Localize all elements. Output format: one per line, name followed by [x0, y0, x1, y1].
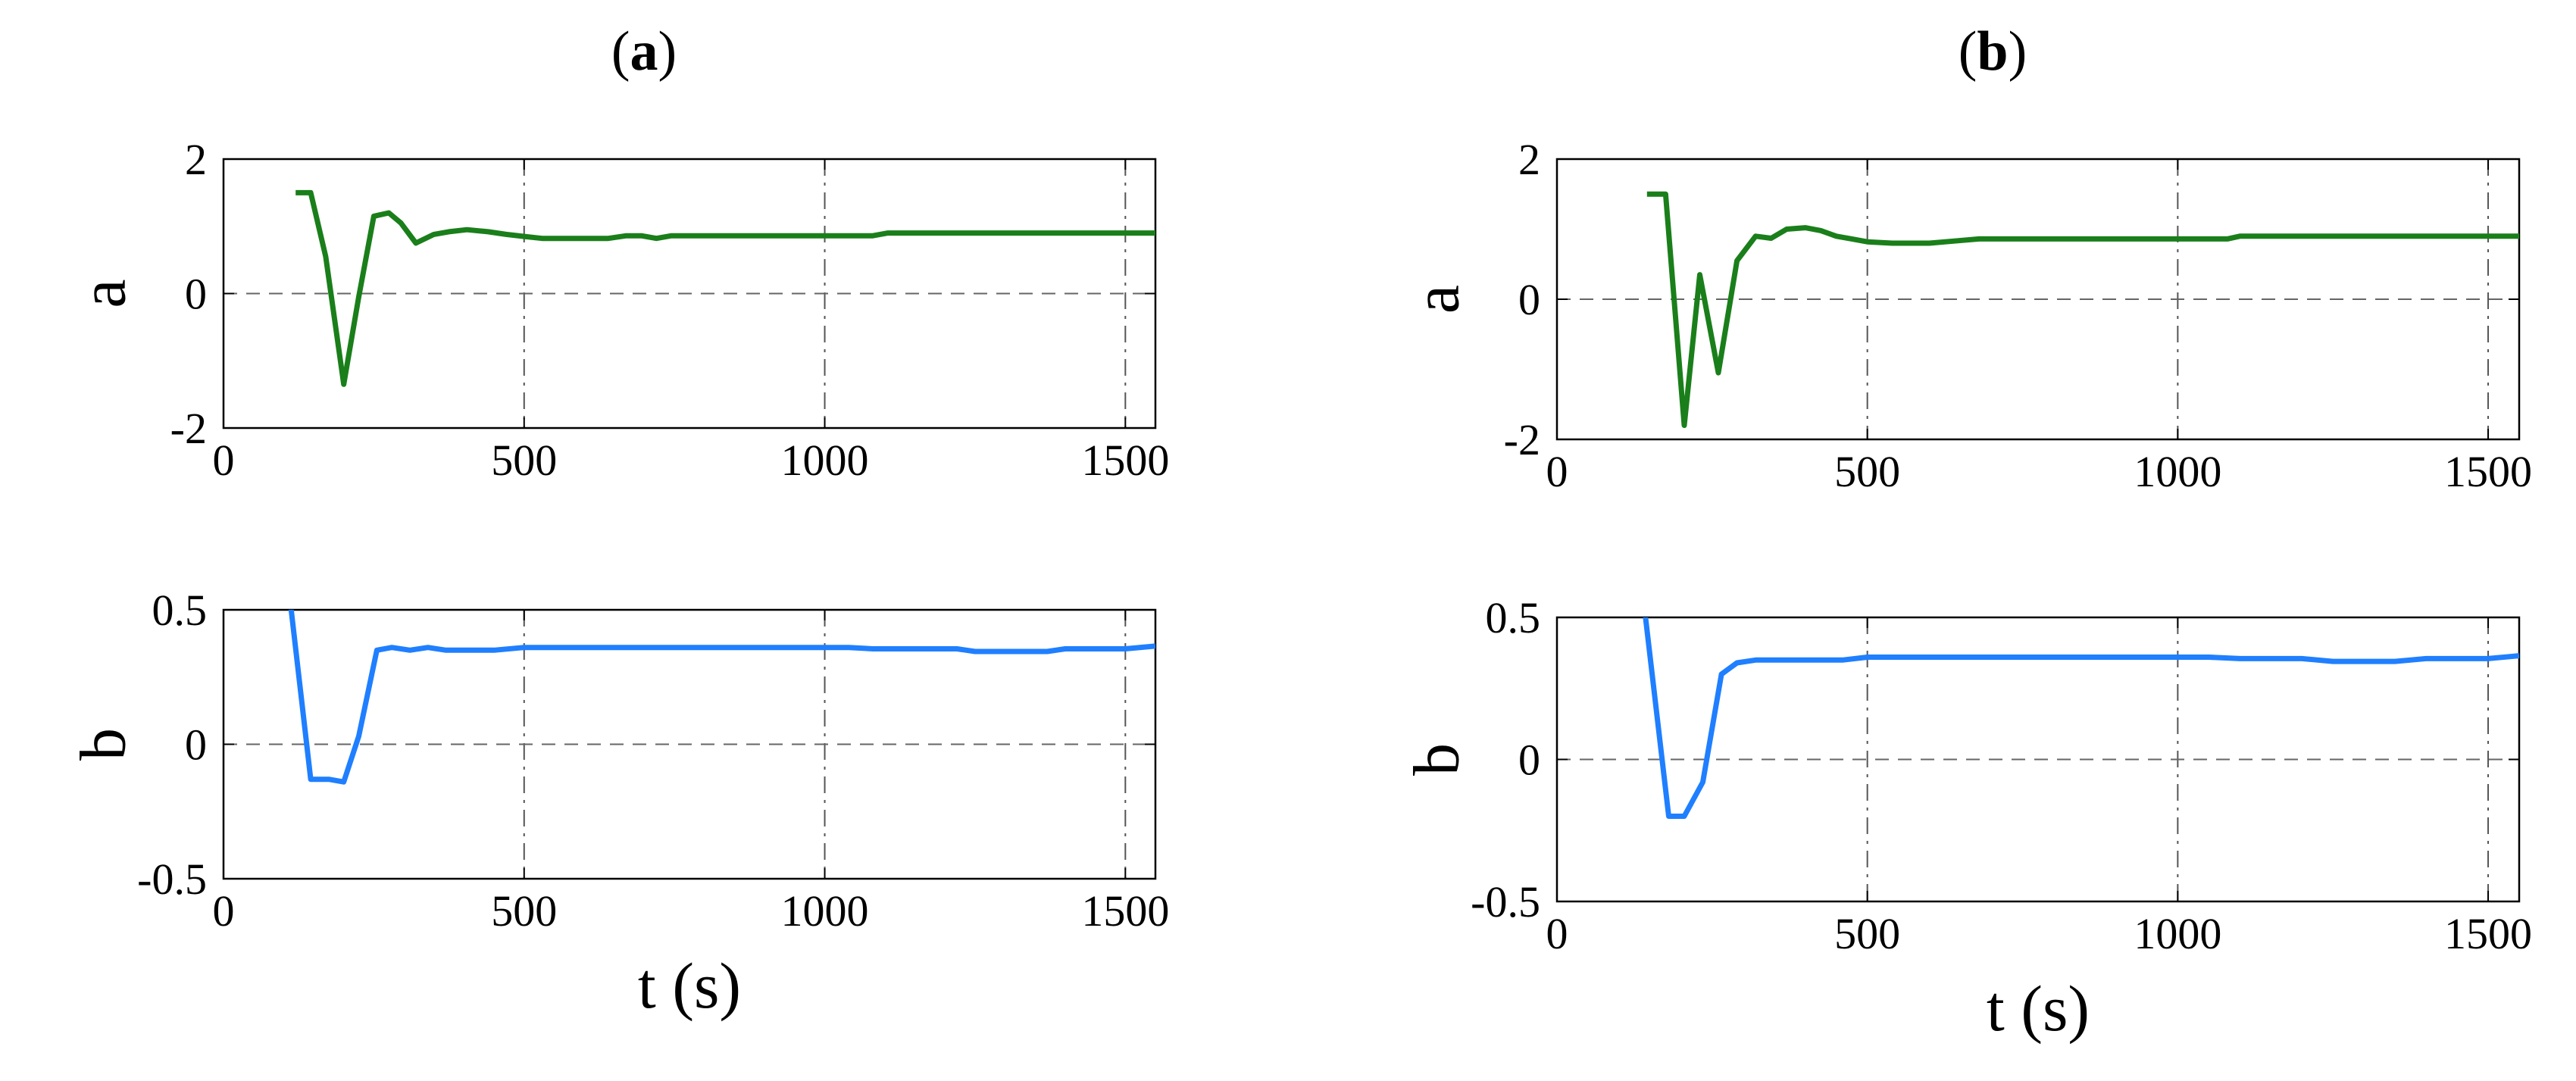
y-tick-label: 0.5: [152, 586, 208, 635]
x-tick-label: 0: [213, 886, 235, 936]
x-tick-label: 1500: [1081, 886, 1169, 936]
x-tick-label: 0: [1546, 447, 1568, 496]
x-tick-label: 1000: [781, 886, 869, 936]
y-tick-label: -2: [1504, 415, 1540, 464]
x-tick-label: 0: [1546, 909, 1568, 958]
y-axis-label: b: [67, 728, 139, 761]
panel-title: (b): [1959, 20, 2027, 83]
y-tick-label: 0: [185, 720, 207, 770]
y-tick-label: 2: [1518, 135, 1540, 184]
y-tick-label: 0: [1518, 736, 1540, 785]
x-tick-label: 1000: [2134, 447, 2221, 496]
x-tick-label: 500: [491, 886, 557, 936]
x-tick-label: 1000: [781, 436, 869, 485]
x-tick-label: 1500: [1081, 436, 1169, 485]
y-tick-label: -0.5: [1471, 877, 1540, 926]
series-line-b: [1643, 617, 2519, 819]
y-axis-label: b: [1400, 743, 1473, 776]
y-tick-label: 2: [185, 135, 207, 184]
x-tick-label: 500: [491, 436, 557, 485]
y-axis-label: a: [1400, 285, 1473, 314]
y-tick-label: 0.5: [1486, 593, 1541, 642]
x-tick-label: 1000: [2134, 909, 2221, 958]
x-tick-label: 0: [213, 436, 235, 485]
series-line-a: [295, 189, 1155, 387]
x-tick-label: 500: [1834, 909, 1900, 958]
y-axis-label: a: [67, 279, 139, 308]
series-line-a: [1646, 191, 2519, 428]
y-tick-label: 0: [1518, 275, 1540, 324]
panel-title: (a): [611, 20, 677, 83]
x-axis-label: t (s): [638, 949, 741, 1022]
x-tick-label: 1500: [2444, 447, 2532, 496]
x-axis-label: t (s): [1987, 972, 2090, 1045]
x-tick-label: 500: [1834, 447, 1900, 496]
y-tick-label: -0.5: [137, 854, 207, 904]
y-tick-label: 0: [185, 270, 207, 319]
x-tick-label: 1500: [2444, 909, 2532, 958]
series-line-b: [288, 610, 1155, 785]
y-tick-label: -2: [170, 404, 207, 453]
